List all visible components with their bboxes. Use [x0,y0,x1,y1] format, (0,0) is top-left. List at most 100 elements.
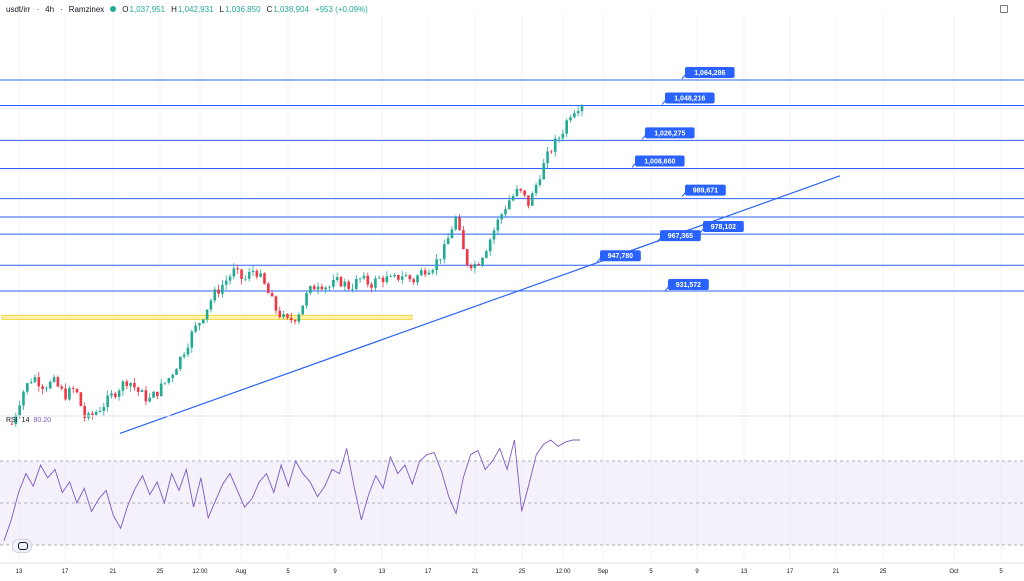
exchange-label: Ramzinex [68,4,105,14]
price-label-box [600,250,641,262]
candle-body [523,190,526,196]
market-status-icon [110,6,117,12]
x-tick-label: 21 [472,569,479,575]
price-label-box [660,230,701,242]
candle-body [297,314,301,322]
low-value: 1,036,850 [224,4,261,14]
candle-body [182,354,186,357]
candle-body [450,229,454,239]
candle-body [251,270,255,273]
candle-body [553,138,557,152]
candle-body [481,257,484,266]
candle-body [64,388,67,400]
x-tick-label: 17 [62,569,69,575]
candle-body [485,251,488,258]
candle-body [117,390,121,397]
symbol-name[interactable]: usdt/irr [6,4,31,14]
candle-body [125,381,129,387]
candle-body [179,356,182,370]
candle-body [328,286,331,288]
rsi-legend[interactable]: RSI 14 80.20 [6,417,51,424]
x-tick-label: 5 [649,569,653,575]
candle-body [389,276,393,278]
x-tick-label: 12:00 [555,569,571,575]
candle-body [423,270,427,275]
candle-body [573,113,576,118]
candle-body [232,268,236,277]
candle-body [10,423,14,425]
candle-body [561,133,565,139]
candle-body [217,289,220,294]
candle-body [320,286,324,290]
x-tick-label: 17 [425,569,432,575]
candle-body [278,310,282,318]
candle-body [289,317,293,321]
x-tick-label: 5 [286,569,290,575]
candle-body [538,179,542,185]
candle-body [22,391,25,406]
candle-body [492,230,496,240]
candle-body [167,378,171,383]
settings-icon[interactable] [1000,5,1008,13]
candle-body [110,393,113,396]
candle-body [324,287,327,290]
candle-body [515,188,519,197]
x-tick-label: 13 [741,569,748,575]
candle-body [171,374,174,379]
candle-body [274,296,278,311]
price-label-box [685,67,735,78]
x-tick-label: 13 [16,569,23,575]
candle-body [144,390,148,402]
candle-body [163,382,167,384]
candle-body [263,273,266,284]
x-tick-label: 25 [157,569,164,575]
candle-body [351,288,354,290]
link-icon[interactable] [12,539,32,553]
change-value: +953 (+0.09%) [314,4,368,14]
candle-body [412,279,415,283]
trend-line [119,175,841,434]
candle-body [259,273,262,277]
interval-label[interactable]: 4h [45,4,55,14]
price-level-label: 1,008,660 [644,158,675,165]
candle-body [576,111,580,114]
candle-body [442,244,446,260]
price-level-label: 931,572 [676,282,701,289]
candle-body [37,377,41,387]
price-level-label: 1,026,275 [654,130,685,137]
x-tick-label: Sep [598,569,609,575]
candle-body [68,388,71,400]
candle-body [71,388,75,390]
candle-body [431,270,435,273]
x-tick-label: 21 [833,569,840,575]
candle-body [244,278,247,280]
candle-body [270,293,274,297]
candle-body [60,386,64,389]
candle-body [439,259,442,260]
candle-body [14,415,18,424]
candle-body [267,283,270,294]
candle-body [454,217,458,230]
price-label-box [668,279,709,290]
candle-body [75,389,79,393]
candle-body [393,274,396,277]
candle-body [240,269,243,280]
candle-body [546,151,549,164]
candle-body [527,195,530,206]
candle-body [565,120,568,134]
candle-body [477,264,481,266]
candle-body [500,214,503,220]
price-level-label: 1,064,286 [694,70,725,77]
candle-body [48,381,52,389]
candle-body [129,382,132,387]
candle-body [293,320,297,322]
candle-body [83,406,86,419]
candle-body [41,386,44,389]
candle-body [362,275,366,279]
separator: · [36,4,40,14]
candle-body [282,314,285,318]
price-label-box [645,127,695,139]
candle-body [156,391,159,397]
